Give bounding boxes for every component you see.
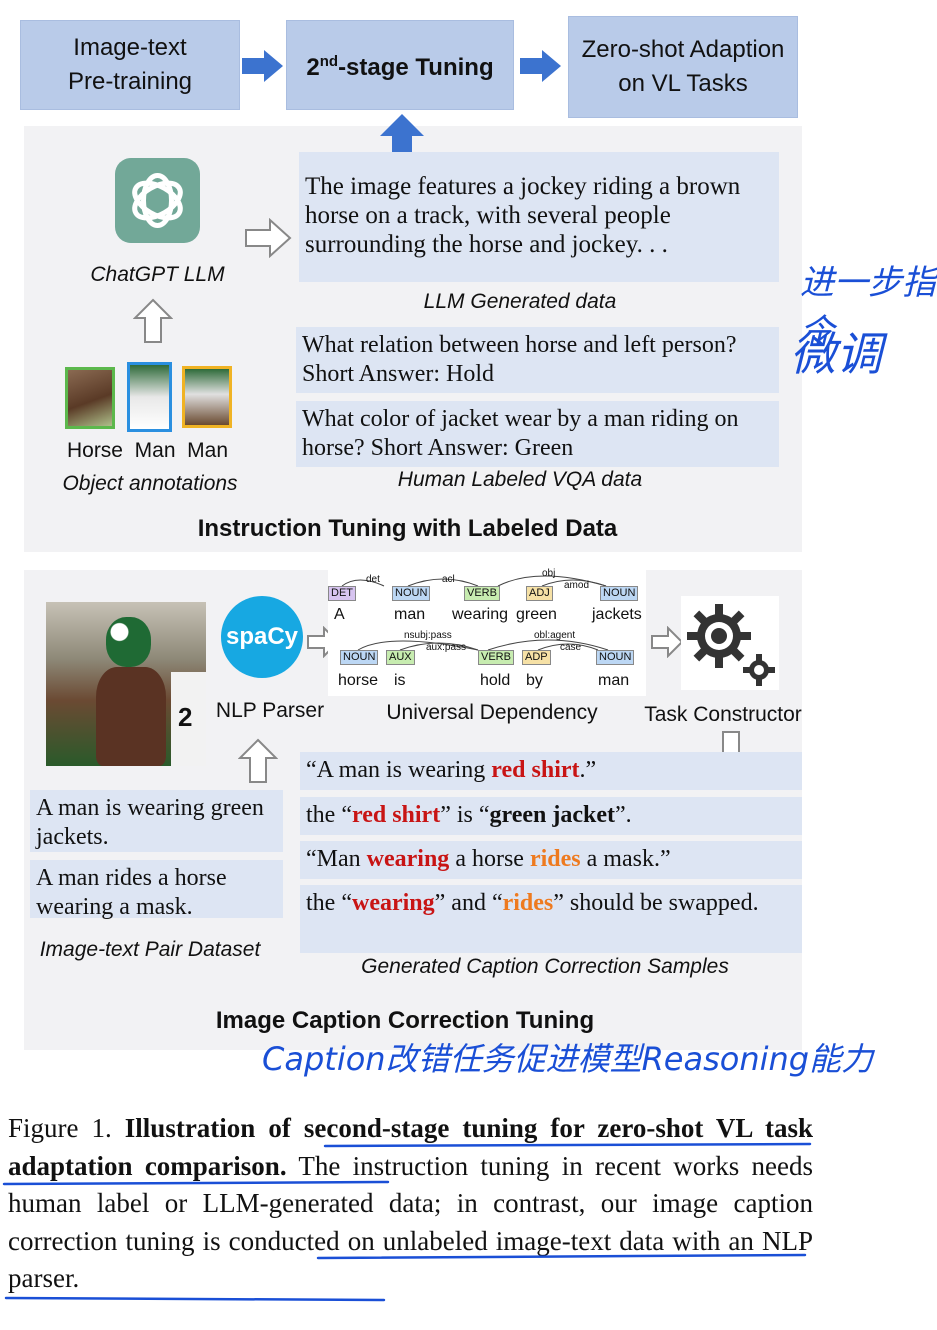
pos-tag-noun: NOUN	[596, 650, 635, 665]
photo-man-figure	[171, 672, 206, 766]
pretraining-label: Image-text Pre-training	[67, 34, 193, 95]
horse-thumbnail	[65, 367, 115, 429]
jockey-thumbnail	[182, 366, 232, 428]
pos-tag-noun: NOUN	[392, 586, 431, 601]
hollow-arrow-up-icon	[133, 298, 173, 343]
arc-label-obl-agent: obl:agent	[534, 630, 576, 641]
arc-label-acl: acl	[442, 574, 455, 585]
spacy-logo: spaCy	[221, 596, 303, 678]
zero-shot-box: Zero-shot Adaption on VL Tasks	[568, 16, 798, 118]
pos-tag-noun: NOUN	[600, 586, 639, 601]
handwritten-note-1: 进一步指令	[800, 263, 936, 352]
dep-word-green: green	[516, 606, 557, 623]
pos-tag-adj: ADJ	[526, 586, 553, 601]
figure-label: Figure 1.	[8, 1113, 112, 1143]
correction-samples-label: Generated Caption Correction Samples	[361, 955, 729, 978]
pos-tag-adp: ADP	[522, 650, 551, 665]
dep-word-hold: hold	[480, 672, 511, 689]
hollow-arrow-up-icon	[238, 738, 278, 783]
hollow-arrow-right-icon	[651, 626, 684, 658]
dep-word-horse: horse	[338, 672, 379, 689]
task-constructor-icon	[681, 596, 779, 690]
caption-correction-title: Image Caption Correction Tuning	[215, 1007, 595, 1034]
correction-sample-4: the “wearing” and “rides” should be swap…	[300, 885, 802, 953]
pair-caption-1: A man is wearing green jackets.	[30, 790, 283, 852]
arc-label-case: case	[560, 642, 582, 653]
vqa-sample-2: What color of jacket wear by a man ridin…	[296, 401, 779, 467]
pos-tag-noun: NOUN	[340, 650, 379, 665]
photo-number: 2	[178, 702, 193, 732]
pos-tag-verb: VERB	[464, 586, 500, 601]
task-constructor-label: Task Constructor	[644, 703, 802, 726]
handwritten-note-3: Caption改错任务促进模型Reasoning能力	[262, 1040, 874, 1078]
second-stage-label: 2nd-stage Tuning	[306, 53, 494, 81]
zero-shot-label: Zero-shot Adaption on VL Tasks	[581, 36, 785, 97]
pos-tag-det: DET	[328, 586, 356, 601]
arrow-up-icon	[380, 114, 424, 160]
dep-word-man: man	[394, 606, 426, 623]
photo-horse-figure	[96, 667, 166, 766]
dep-word-jackets: jackets	[592, 606, 642, 623]
chatgpt-label: ChatGPT LLM	[90, 263, 225, 286]
dep-word-a: A	[334, 606, 345, 623]
pos-tag-verb: VERB	[478, 650, 514, 665]
pair-caption-2: A man rides a horse wearing a mask.	[30, 860, 283, 920]
arrow-right-icon	[520, 50, 561, 82]
dep-word-man: man	[598, 672, 630, 689]
object-annotations-label: Object annotations	[62, 472, 238, 495]
gear-icon	[687, 604, 775, 686]
arc-label-nsubj-pass: nsubj:pass	[404, 630, 452, 641]
arc-label-obj: obj	[542, 568, 556, 579]
figure-caption: Figure 1. Illustration of second-stage t…	[8, 1110, 813, 1298]
object-labels: Horse Man Man	[66, 439, 229, 462]
man-thumbnail	[127, 362, 172, 432]
correction-sample-1: “A man is wearing red shirt.”	[300, 752, 802, 790]
pos-tag-aux: AUX	[386, 650, 415, 665]
vqa-sample-1: What relation between horse and left per…	[296, 327, 779, 393]
figure-caption-bold: Illustration of second-stage tuning for …	[8, 1113, 813, 1181]
dependency-arcs	[341, 575, 609, 651]
dep-word-wearing: wearing	[452, 606, 509, 623]
vqa-label: Human Labeled VQA data	[397, 468, 643, 491]
correction-sample-3: “Man wearing a horse rides a mask.”	[300, 841, 802, 879]
handwritten-underlines	[2, 1142, 812, 1302]
dep-word-is: is	[394, 672, 406, 689]
second-stage-box: 2nd-stage Tuning	[286, 20, 514, 110]
universal-dependency-label: Universal Dependency	[386, 701, 598, 724]
correction-sample-2: the “red shirt” is “green jacket”.	[300, 797, 802, 835]
llm-generated-text: The image features a jockey riding a bro…	[299, 152, 779, 282]
photo-jockey-figure	[106, 617, 151, 667]
nlp-parser-label: NLP Parser	[215, 699, 325, 722]
chatgpt-logo	[115, 158, 200, 243]
instruction-tuning-title: Instruction Tuning with Labeled Data	[197, 515, 618, 542]
figure-caption-body: The instruction tuning in recent works n…	[8, 1150, 813, 1294]
arc-label-aux-pass: aux:pass	[426, 642, 467, 653]
arc-label-amod: amod	[564, 580, 590, 591]
pretraining-box: Image-text Pre-training	[20, 20, 240, 110]
arrow-right-icon	[242, 50, 283, 82]
llm-generated-label: LLM Generated data	[423, 290, 617, 313]
dependency-parse: det acl obj amod DET NOUN VERB ADJ NOUN …	[328, 568, 646, 696]
hollow-arrow-right-icon	[245, 218, 292, 258]
jockey-photo: 2	[46, 602, 206, 766]
openai-icon	[132, 173, 183, 228]
arc-label-det: det	[366, 574, 380, 585]
pair-dataset-label: Image-text Pair Dataset	[39, 938, 261, 961]
spacy-logo-text: spaCy	[225, 623, 299, 650]
handwritten-note-2: 微调	[790, 327, 882, 381]
dep-word-by: by	[526, 672, 543, 689]
